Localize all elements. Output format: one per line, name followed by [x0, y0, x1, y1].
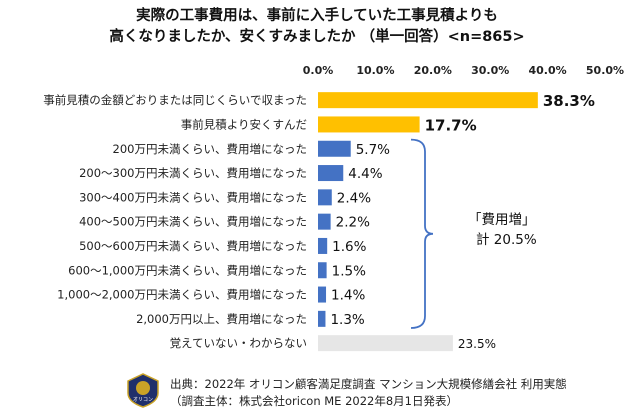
source-line-2: （調査主体：株式会社oricon ME 2022年8月1日発表） — [170, 394, 459, 408]
bar — [318, 237, 328, 254]
bar — [318, 140, 351, 157]
category-label: 400～500万円未満くらい、費用増になった — [79, 215, 307, 229]
chart-title-line-2: 高くなりましたか、安くすみましたか （単一回答）<n=865> — [109, 29, 525, 45]
x-tick-label: 10.0% — [356, 64, 394, 77]
source-line-1: 出典：2022年 オリコン顧客満足度調査 マンション大規模修繕会社 利用実態 — [170, 377, 567, 391]
x-tick-label: 20.0% — [414, 64, 452, 77]
x-tick-label: 40.0% — [529, 64, 567, 77]
bar — [318, 335, 453, 352]
bar — [318, 116, 420, 133]
x-tick-label: 0.0% — [303, 64, 334, 77]
bracket-label-line-2: 計 20.5% — [476, 232, 537, 248]
data-label: 1.3% — [330, 312, 364, 328]
data-label: 5.7% — [356, 142, 390, 158]
x-tick-label: 30.0% — [471, 64, 509, 77]
category-label: 200～300万円未満くらい、費用増になった — [79, 166, 307, 180]
chart-title-line-1: 実際の工事費用は、事前に入手していた工事見積よりも — [136, 8, 498, 24]
bar — [318, 262, 327, 279]
category-label: 1,000～2,000万円未満くらい、費用増になった — [57, 288, 307, 302]
category-label: 事前見積より安くすんだ — [181, 117, 307, 131]
bracket-brace — [410, 138, 434, 329]
data-label: 2.4% — [337, 190, 371, 206]
bracket-label-line-1: 「費用増」 — [468, 212, 536, 228]
chart-title: 実際の工事費用は、事前に入手していた工事見積よりも 高くなりましたか、安くすみま… — [0, 6, 634, 48]
category-label: 事前見積の金額どおりまたは同じくらいで収まった — [43, 93, 307, 107]
bar — [318, 310, 326, 327]
data-label: 2.2% — [336, 215, 370, 231]
oricon-logo-icon: オリコン — [127, 373, 159, 408]
data-label: 1.4% — [331, 288, 365, 304]
data-label: 4.4% — [348, 166, 382, 182]
bar — [318, 92, 538, 109]
x-tick-label: 50.0% — [586, 64, 624, 77]
category-label: 2,000万円以上、費用増になった — [136, 312, 307, 326]
logo-text: オリコン — [133, 397, 153, 403]
category-label: 200万円未満くらい、費用増になった — [113, 142, 307, 156]
category-label: 覚えていない・わからない — [170, 336, 307, 350]
category-label: 600～1,000万円未満くらい、費用増になった — [68, 263, 307, 277]
data-label: 1.5% — [332, 263, 366, 279]
bar — [318, 213, 331, 230]
source-note: 出典：2022年 オリコン顧客満足度調査 マンション大規模修繕会社 利用実態 （… — [170, 376, 567, 410]
bar-chart: 0.0% 10.0% 20.0% 30.0% 40.0% 50.0% 事前見積の金額どおりま… — [43, 64, 624, 352]
bar — [318, 286, 327, 303]
category-label: 500～600万円未満くらい、費用増になった — [79, 239, 307, 253]
bar — [318, 165, 344, 182]
bar — [318, 189, 332, 206]
category-label: 300～400万円未満くらい、費用増になった — [79, 190, 307, 204]
data-label: 1.6% — [332, 239, 366, 255]
data-label: 38.3% — [543, 92, 595, 110]
data-label: 17.7% — [425, 116, 477, 134]
data-label: 23.5% — [458, 337, 496, 351]
